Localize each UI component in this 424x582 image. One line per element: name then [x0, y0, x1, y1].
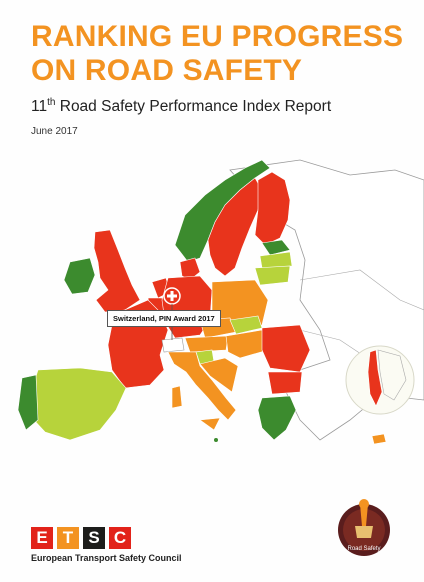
- report-subtitle: 11th Road Safety Performance Index Repor…: [31, 97, 331, 116]
- publication-date: June 2017: [31, 126, 78, 137]
- sardinia: [171, 385, 183, 409]
- title-line-2: ON ROAD SAFETY: [31, 54, 303, 87]
- portugal: [17, 374, 39, 431]
- finland: [254, 171, 291, 246]
- cyprus: [371, 433, 387, 445]
- malta: [214, 438, 218, 442]
- austria: [184, 335, 229, 353]
- page-title: RANKING EU PROGRESS ON ROAD SAFETY: [31, 20, 411, 88]
- sicily: [199, 417, 221, 431]
- lithuania: [254, 265, 291, 286]
- pin-award-callout: Switzerland, PIN Award 2017: [107, 310, 221, 327]
- estonia: [261, 239, 291, 256]
- denmark: [179, 257, 201, 281]
- etsc-logo: E T S C: [31, 527, 131, 549]
- latvia: [259, 251, 293, 269]
- bulgaria: [267, 371, 303, 395]
- sweden: [207, 177, 263, 277]
- romania: [261, 324, 311, 373]
- ireland: [63, 257, 96, 295]
- logo-letter-s: S: [83, 527, 105, 549]
- title-line-1: RANKING EU PROGRESS: [31, 20, 404, 53]
- subtitle-text: Road Safety Performance Index Report: [55, 98, 332, 116]
- spain: [29, 367, 127, 441]
- badge-text: Road Safety: [347, 546, 380, 552]
- trophy-icon: Road Safety: [338, 499, 390, 556]
- logo-letter-c: C: [109, 527, 131, 549]
- logo-letter-t: T: [57, 527, 79, 549]
- subtitle-number: 11: [31, 98, 48, 116]
- italy: [167, 351, 237, 421]
- greece: [257, 395, 297, 441]
- subtitle-suffix: th: [47, 97, 56, 108]
- logo-letter-e: E: [31, 527, 53, 549]
- organisation-name: European Transport Safety Council: [31, 553, 182, 563]
- inset-map: [345, 345, 415, 415]
- hungary: [225, 329, 269, 359]
- croatia: [199, 357, 239, 393]
- united-kingdom: [93, 229, 141, 313]
- switzerland: [161, 337, 185, 353]
